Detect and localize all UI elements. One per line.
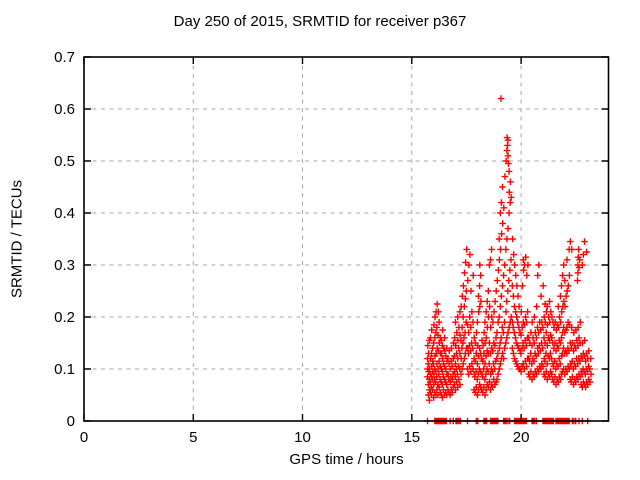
y-tick-label: 0.7 [54, 49, 75, 66]
y-tick-label: 0.3 [54, 257, 75, 274]
y-axis-label: SRMTID / TECUs [8, 179, 26, 299]
y-tick-label: 0.5 [54, 153, 75, 170]
grid-lines [83, 56, 609, 422]
y-tick-label: 0.6 [54, 101, 75, 118]
plot-border [83, 56, 610, 422]
x-axis-label: GPS time / hours [289, 451, 404, 468]
x-tick-label: 20 [513, 429, 530, 446]
x-tick-label: 0 [80, 429, 88, 446]
y-tick-labels: 0 0.1 0.2 0.3 0.4 0.5 0.6 0.7 [54, 49, 75, 430]
x-tick-label: 10 [294, 429, 311, 446]
y-tick-label: 0 [67, 413, 75, 430]
y-tick-label: 0.1 [54, 361, 75, 378]
x-tick-label: 15 [403, 429, 420, 446]
chart-title: Day 250 of 2015, SRMTID for receiver p36… [173, 13, 467, 30]
y-tick-label: 0.4 [54, 205, 75, 222]
x-tick-label: 5 [189, 429, 197, 446]
y-tick-label: 0.2 [54, 309, 75, 326]
axis-ticks [83, 56, 609, 422]
data-points [424, 95, 595, 425]
x-tick-labels: 0 5 10 15 20 [80, 429, 530, 446]
